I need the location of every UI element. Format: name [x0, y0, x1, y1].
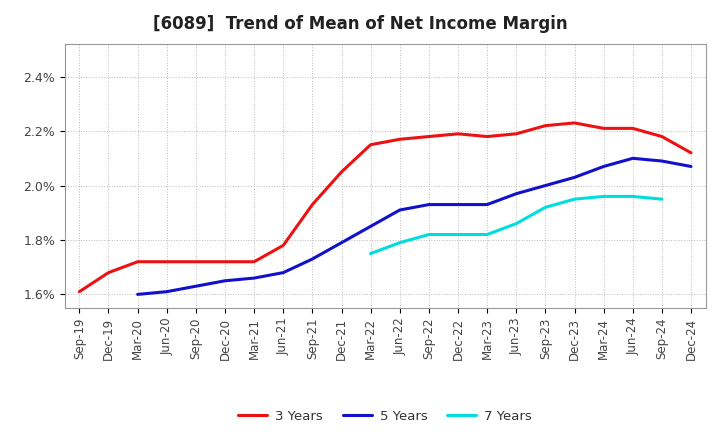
3 Years — [483, 134, 492, 139]
7 Years — [425, 232, 433, 237]
7 Years — [512, 221, 521, 226]
5 Years — [279, 270, 287, 275]
5 Years — [570, 175, 579, 180]
3 Years — [337, 169, 346, 175]
5 Years — [133, 292, 142, 297]
3 Years — [75, 289, 84, 294]
5 Years — [308, 257, 317, 262]
3 Years — [163, 259, 171, 264]
5 Years — [425, 202, 433, 207]
3 Years — [395, 136, 404, 142]
5 Years — [454, 202, 462, 207]
3 Years — [541, 123, 550, 128]
7 Years — [629, 194, 637, 199]
5 Years — [512, 191, 521, 196]
3 Years — [687, 150, 696, 155]
5 Years — [395, 207, 404, 213]
7 Years — [454, 232, 462, 237]
Line: 5 Years: 5 Years — [138, 158, 691, 294]
3 Years — [133, 259, 142, 264]
7 Years — [657, 197, 666, 202]
5 Years — [337, 240, 346, 246]
3 Years — [220, 259, 229, 264]
5 Years — [599, 164, 608, 169]
5 Years — [366, 224, 375, 229]
7 Years — [395, 240, 404, 246]
5 Years — [483, 202, 492, 207]
3 Years — [279, 243, 287, 248]
3 Years — [599, 126, 608, 131]
3 Years — [629, 126, 637, 131]
5 Years — [657, 158, 666, 164]
7 Years — [541, 205, 550, 210]
7 Years — [483, 232, 492, 237]
3 Years — [104, 270, 113, 275]
7 Years — [366, 251, 375, 256]
3 Years — [454, 131, 462, 136]
5 Years — [541, 183, 550, 188]
5 Years — [192, 284, 200, 289]
Line: 3 Years: 3 Years — [79, 123, 691, 292]
3 Years — [512, 131, 521, 136]
Line: 7 Years: 7 Years — [371, 196, 662, 253]
7 Years — [599, 194, 608, 199]
5 Years — [163, 289, 171, 294]
7 Years — [570, 197, 579, 202]
5 Years — [250, 275, 258, 281]
5 Years — [629, 156, 637, 161]
5 Years — [220, 278, 229, 283]
5 Years — [687, 164, 696, 169]
Text: [6089]  Trend of Mean of Net Income Margin: [6089] Trend of Mean of Net Income Margi… — [153, 15, 567, 33]
3 Years — [657, 134, 666, 139]
3 Years — [192, 259, 200, 264]
3 Years — [366, 142, 375, 147]
3 Years — [250, 259, 258, 264]
3 Years — [308, 202, 317, 207]
3 Years — [425, 134, 433, 139]
3 Years — [570, 120, 579, 125]
Legend: 3 Years, 5 Years, 7 Years: 3 Years, 5 Years, 7 Years — [233, 404, 537, 428]
